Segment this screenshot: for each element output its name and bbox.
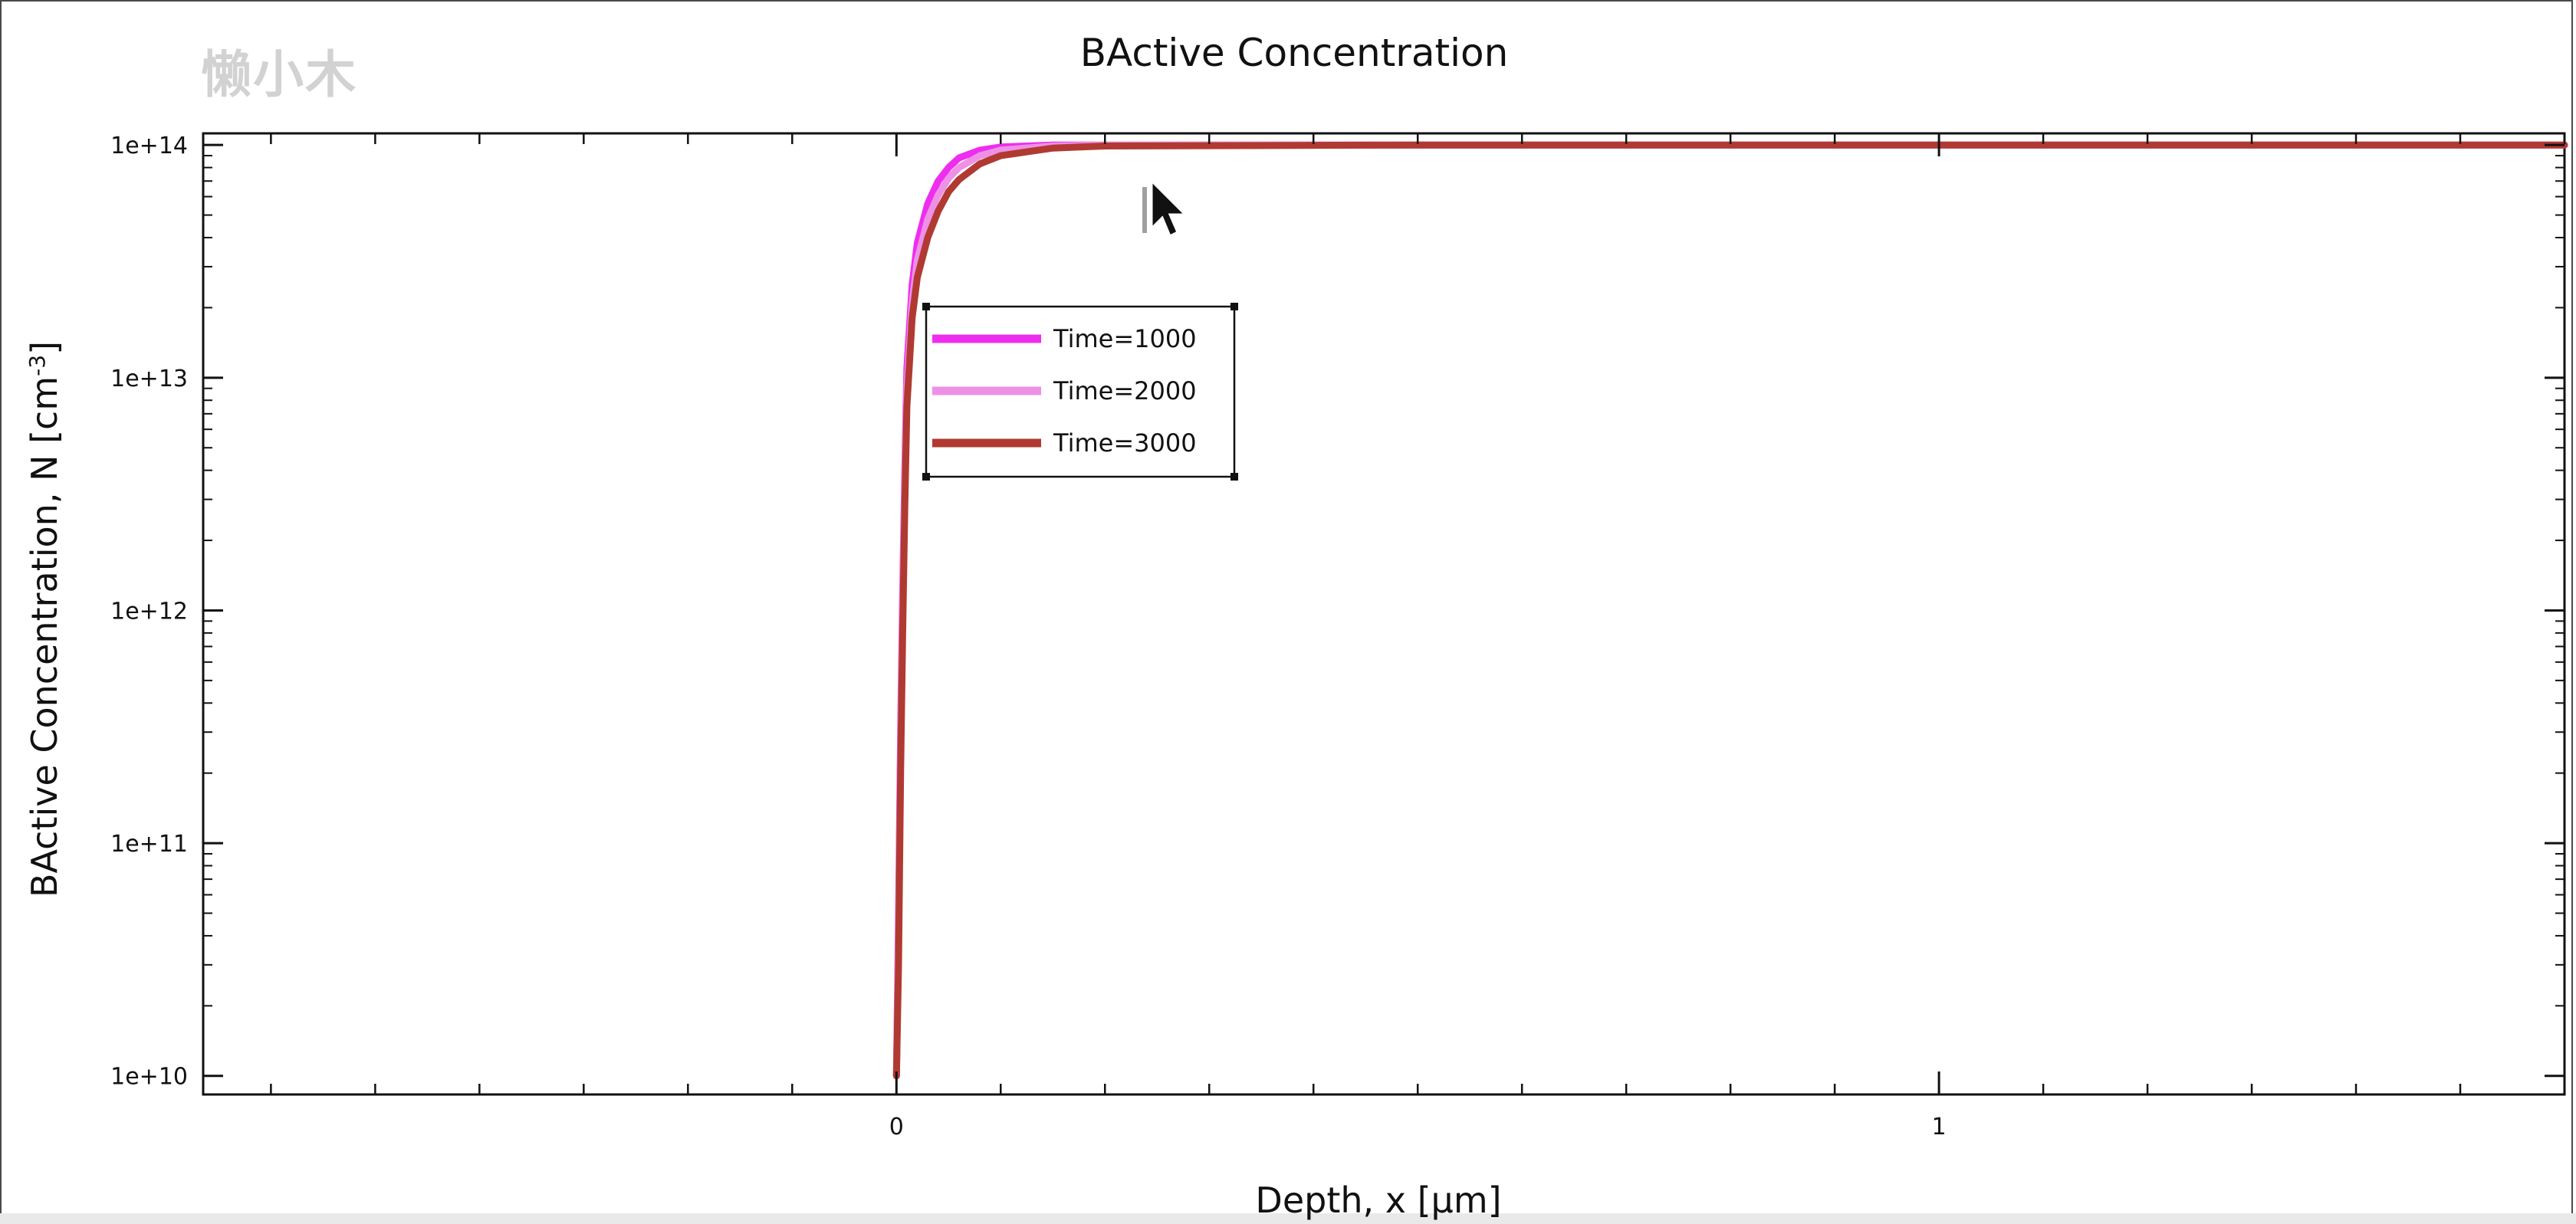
y-axis-ticks: 1e+10 1e+11 1e+12 1e+13 1e+14 (110, 133, 2564, 1091)
y-tick-label: 1e+11 (110, 831, 188, 858)
series-line-3 (892, 141, 2568, 1080)
legend[interactable]: Time=1000 Time=2000 Time=3000 (922, 303, 1238, 481)
legend-label-1: Time=1000 (1053, 324, 1197, 353)
y-tick-label: 1e+14 (110, 133, 188, 159)
legend-handle-br[interactable] (1230, 473, 1238, 481)
y-axis-label-close: ] (24, 341, 65, 355)
mouse-cursor-icon (1142, 178, 1188, 238)
x-axis-label: Depth, x [µm] (1255, 1180, 1501, 1221)
series-layer (892, 141, 2568, 1080)
legend-entries: Time=1000 Time=2000 Time=3000 (932, 324, 1197, 458)
legend-handle-bl[interactable] (922, 473, 930, 481)
legend-handle-tl[interactable] (922, 303, 930, 310)
y-axis-label-sup: -3 (25, 355, 50, 376)
y-axis-label-main: BActive Concentration, N [cm (24, 376, 65, 897)
bottom-strip (0, 1213, 2576, 1224)
watermark-text: 懒小木 (201, 45, 357, 104)
legend-handle-tr[interactable] (1230, 303, 1238, 310)
legend-label-3: Time=3000 (1053, 428, 1197, 458)
chart-title: BActive Concentration (1080, 31, 1509, 75)
y-tick-label: 1e+10 (110, 1064, 188, 1091)
y-tick-label: 1e+13 (110, 366, 188, 392)
x-tick-label: 0 (889, 1114, 904, 1140)
y-axis-label: BActive Concentration, N [cm-3] (24, 341, 65, 897)
y-tick-label: 1e+12 (110, 598, 188, 625)
x-tick-label: 1 (1932, 1114, 1947, 1140)
legend-label-2: Time=2000 (1053, 376, 1197, 405)
plot-frame (202, 132, 2566, 1096)
